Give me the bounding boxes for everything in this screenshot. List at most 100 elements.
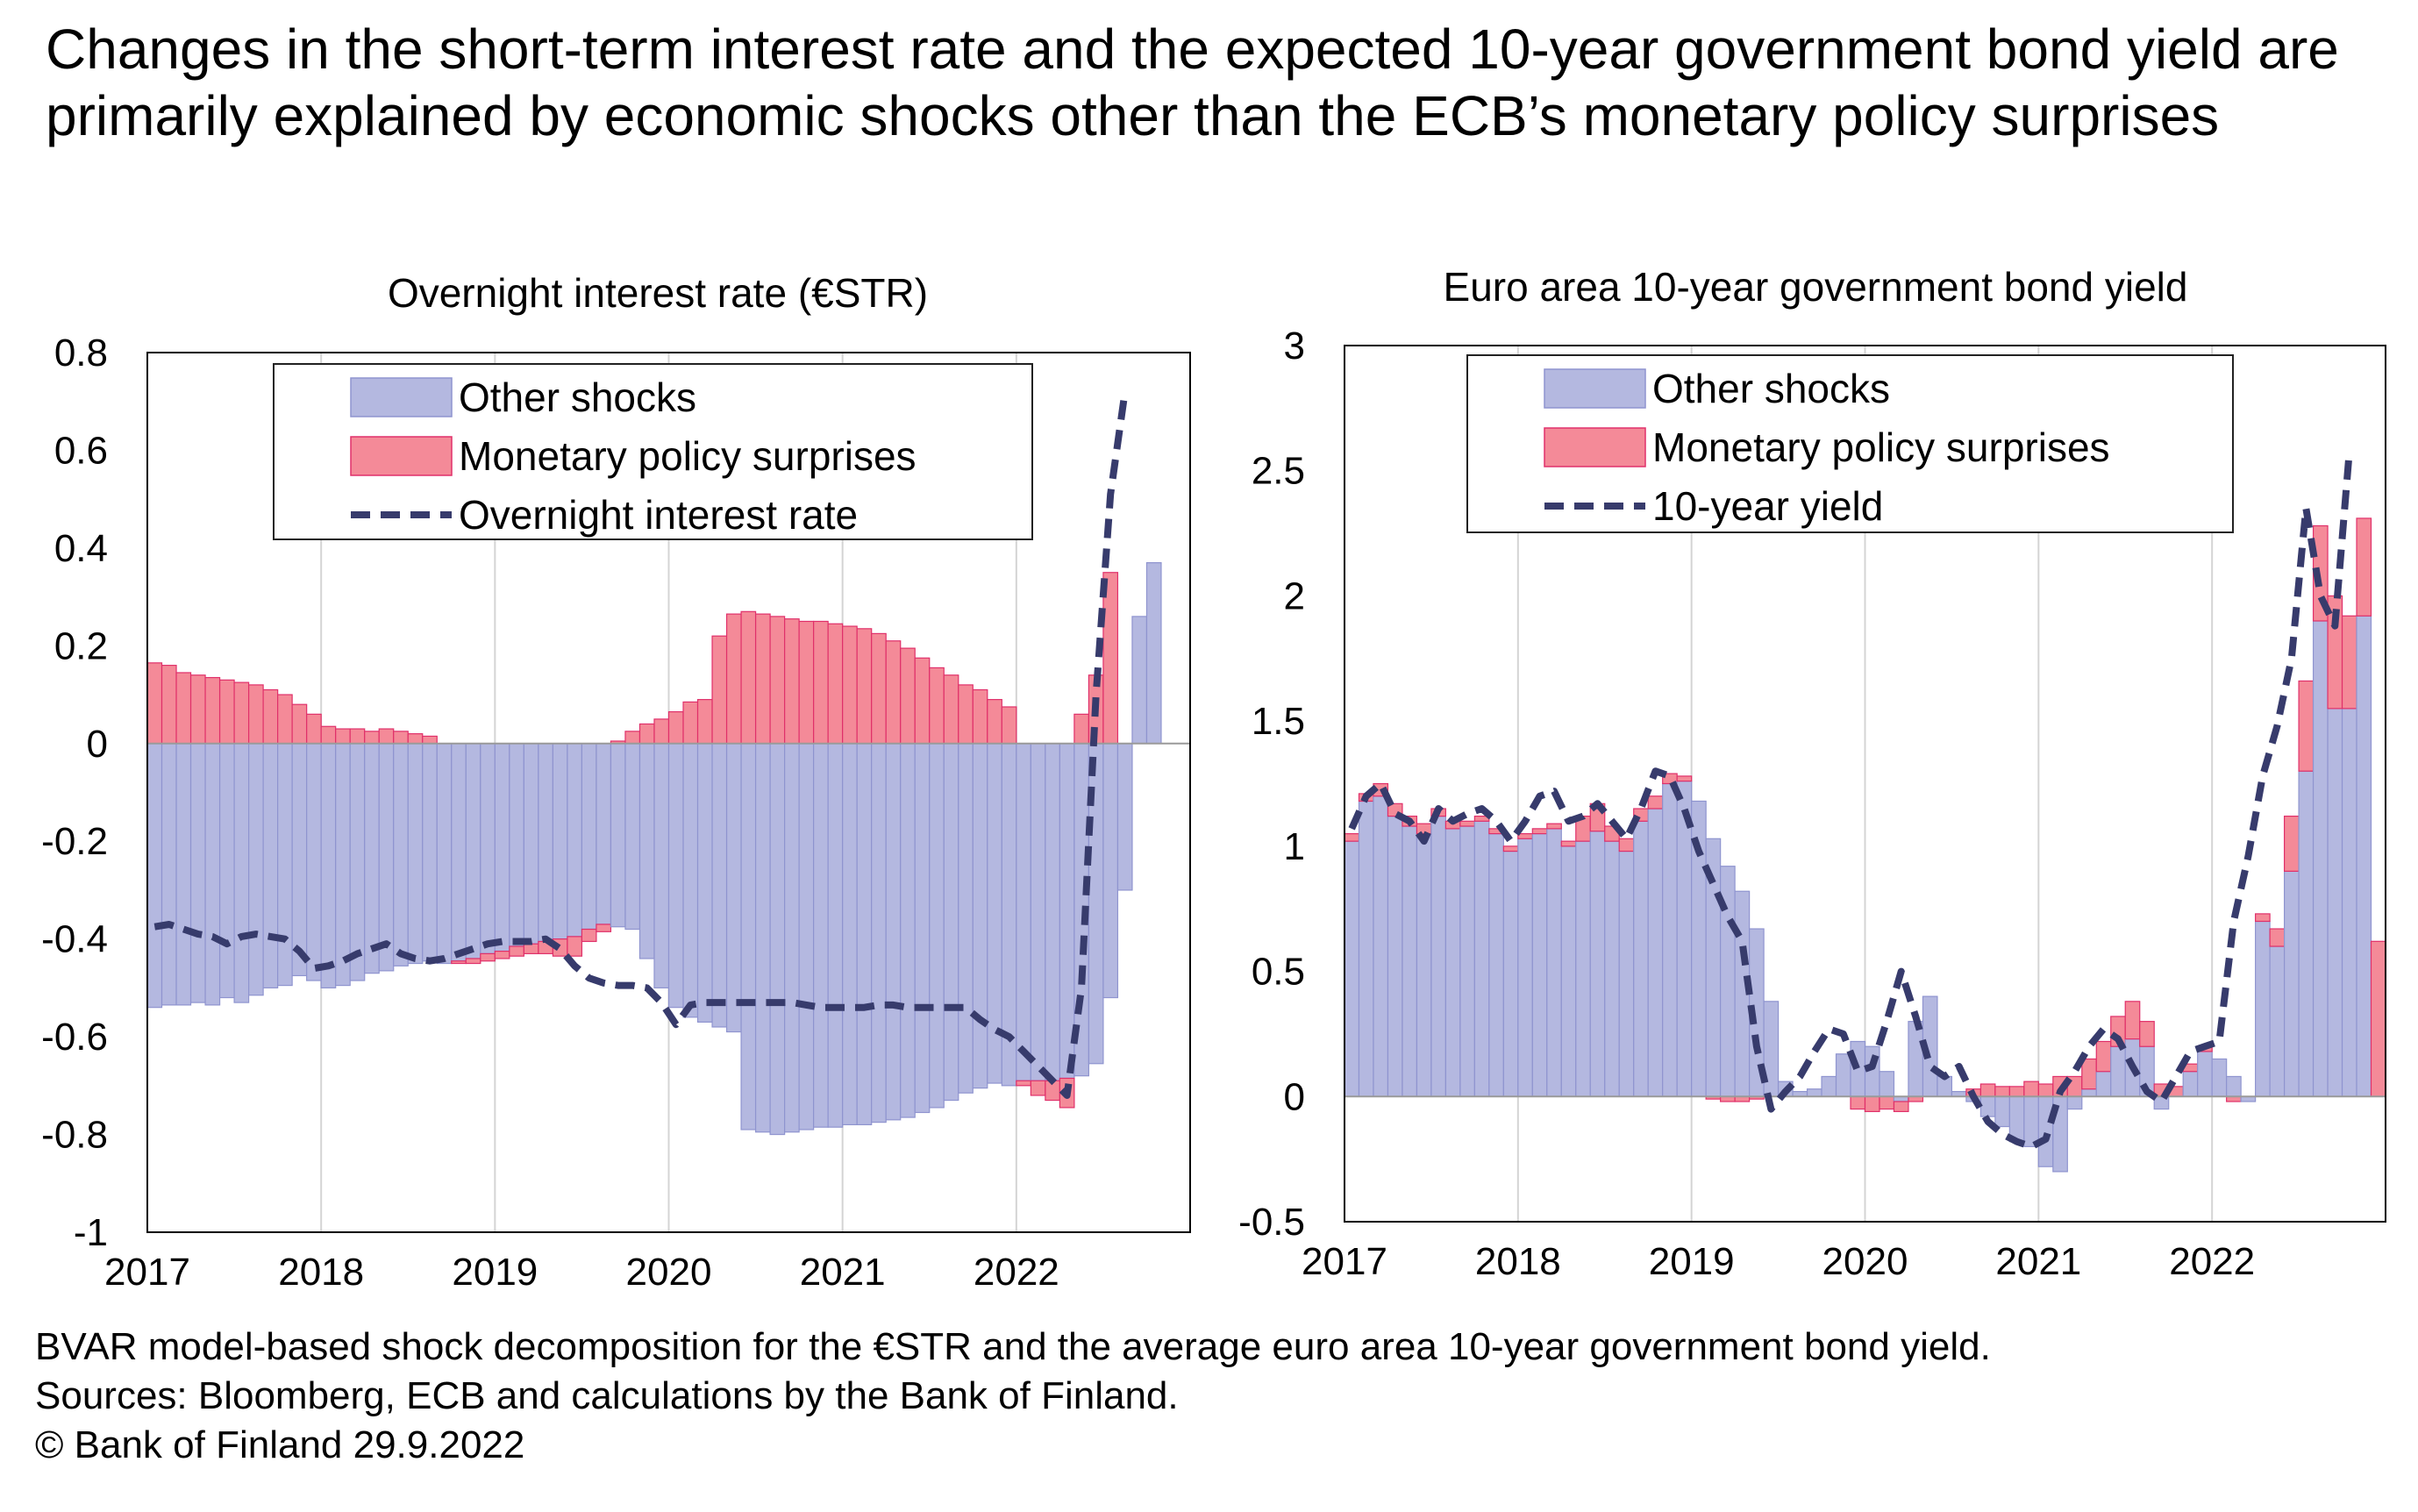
bar-other-shocks [653,743,670,988]
footnotes: BVAR model-based shock decomposition for… [35,1323,1991,1470]
bar-other-shocks [754,743,771,1133]
bar-monetary-policy [422,735,438,745]
bar-monetary-policy [754,613,771,745]
bar-other-shocks [1835,1053,1851,1097]
footnote-method: BVAR model-based shock decomposition for… [35,1325,1991,1368]
y-tick-label: -1 [74,1211,108,1254]
x-tick-label: 2017 [104,1251,190,1294]
bar-monetary-policy [1560,840,1577,847]
bar-other-shocks [2312,620,2329,1097]
bar-other-shocks [146,743,163,1009]
chart-overnight-rate: Overnight interest rate (€STR) 2017 2018 2… [41,270,1191,1294]
legend-swatch [350,436,453,476]
bar-other-shocks [349,743,366,981]
bar-monetary-policy [1001,706,1017,745]
bar-other-shocks [306,743,322,981]
bar-monetary-policy [885,640,902,745]
bar-other-shocks [1979,1095,1996,1117]
x-tick-label: 2021 [800,1251,886,1294]
bar-monetary-policy [667,710,684,745]
bar-monetary-policy [2124,1001,2141,1040]
bar-other-shocks [871,743,887,1123]
bar-other-shocks [1131,616,1148,745]
bar-other-shocks [291,743,308,977]
y-tick-label: 0.4 [54,527,108,570]
bar-monetary-policy [335,728,351,745]
chart-title-overnight-rate: Overnight interest rate (€STR) [388,270,928,316]
bar-other-shocks [1589,831,1606,1097]
x-tick-label: 2021 [1995,1240,2081,1283]
bar-other-shocks [2269,945,2286,1097]
bar-other-shocks [1473,820,1490,1097]
bar-monetary-policy [1647,795,1664,809]
bar-other-shocks [581,743,597,931]
bar-other-shocks [610,743,626,928]
line-10-year-yield [1348,450,2353,1151]
y-tick-label: -0.5 [1238,1201,1305,1244]
x-tick-label: 2018 [1475,1240,1561,1283]
bar-other-shocks [2023,1095,2039,1147]
bar-monetary-policy [1030,1080,1046,1096]
bar-monetary-policy [465,958,481,965]
y-tick-label: -0.6 [41,1016,108,1059]
bar-monetary-policy [1073,713,1090,745]
legend-label: Monetary policy surprises [1652,424,2110,470]
bar-monetary-policy [160,665,177,745]
y-tick-label: 0.8 [54,332,108,374]
bar-other-shocks [725,743,742,1033]
bar-other-shocks [1546,828,1562,1097]
bar-monetary-policy [567,936,583,957]
bar-other-shocks [1430,816,1447,1097]
bar-monetary-policy [2356,517,2372,617]
y-tick-label: -0.2 [41,820,108,863]
bar-monetary-policy [1893,1101,1909,1113]
bar-other-shocks [813,743,829,1128]
bar-monetary-policy [451,960,467,965]
bar-other-shocks [1145,562,1162,745]
bar-monetary-policy [1850,1095,1866,1110]
x-tick-label: 2022 [2169,1240,2255,1283]
bar-other-shocks [320,743,337,988]
bar-monetary-policy [175,672,192,745]
bar-other-shocks [247,743,264,996]
bar-other-shocks [523,743,539,945]
bar-other-shocks [624,743,641,931]
bar-other-shocks [1444,828,1461,1097]
bar-monetary-policy [914,657,931,745]
x-tick-label: 2020 [1822,1240,1908,1283]
bar-monetary-policy [1676,775,1693,782]
bar-other-shocks [1994,1095,2010,1128]
bar-other-shocks [1618,850,1635,1097]
bar-monetary-policy [1546,823,1562,830]
bar-monetary-policy [2283,816,2300,872]
bar-other-shocks [740,743,757,1130]
bar-other-shocks [885,743,902,1121]
y-tick-label: 2.5 [1252,450,1305,493]
bar-other-shocks [1676,781,1693,1097]
bar-monetary-policy [1979,1083,1996,1097]
bar-monetary-policy [233,681,250,745]
bar-other-shocks [451,743,467,962]
bar-monetary-policy [900,647,916,745]
y-tick-label: 0.5 [1252,951,1305,994]
legend-swatch [350,377,453,417]
bar-monetary-policy [958,684,974,745]
bar-other-shocks [1387,816,1403,1097]
bar-other-shocks [2037,1095,2054,1167]
bar-monetary-policy [1994,1086,2010,1097]
bar-other-shocks [1517,838,1533,1097]
bar-monetary-policy [1618,838,1635,852]
bar-other-shocks [175,743,192,1006]
bar-other-shocks [1116,743,1133,891]
bar-monetary-policy [262,688,279,745]
bar-monetary-policy [393,731,409,745]
bar-other-shocks [2081,1088,2097,1097]
bar-other-shocks [1344,840,1360,1097]
bar-monetary-policy [1531,828,1548,835]
bar-other-shocks [189,743,206,1003]
chart-title-bond-yield: Euro area 10-year government bond yield [1444,264,2188,310]
bar-other-shocks [900,743,916,1118]
bar-other-shocks [262,743,279,988]
bar-other-shocks [160,743,177,1006]
bar-monetary-policy [2341,615,2357,710]
